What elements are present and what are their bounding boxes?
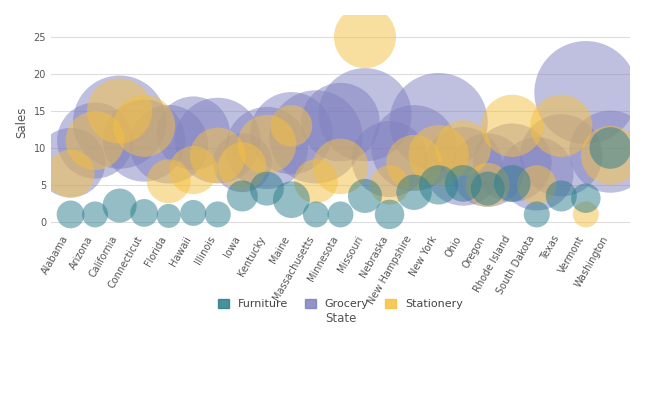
Grocery [335, 119, 346, 125]
Stationery [114, 108, 124, 114]
Stationery [605, 152, 615, 158]
X-axis label: State: State [325, 312, 356, 325]
Grocery [580, 89, 591, 96]
Grocery [458, 163, 468, 170]
Stationery [482, 182, 493, 188]
Grocery [114, 119, 124, 125]
Furniture [409, 189, 419, 196]
Stationery [580, 211, 591, 218]
Grocery [605, 148, 615, 155]
Grocery [164, 141, 174, 148]
Grocery [188, 130, 199, 136]
Legend: Furniture, Grocery, Stationery: Furniture, Grocery, Stationery [213, 294, 468, 314]
Stationery [507, 122, 517, 129]
Furniture [188, 210, 199, 216]
Furniture [605, 145, 615, 151]
Stationery [262, 141, 272, 148]
Furniture [507, 180, 517, 187]
Stationery [213, 152, 223, 158]
Grocery [531, 171, 542, 177]
Furniture [237, 193, 248, 199]
Grocery [482, 167, 493, 173]
Furniture [90, 211, 100, 218]
Furniture [531, 211, 542, 218]
Furniture [384, 211, 395, 218]
Furniture [482, 185, 493, 192]
Stationery [556, 122, 566, 129]
Stationery [384, 182, 395, 188]
Stationery [360, 34, 370, 40]
Furniture [65, 211, 75, 218]
Grocery [90, 137, 100, 144]
Grocery [139, 137, 150, 144]
Grocery [507, 160, 517, 166]
Grocery [262, 145, 272, 151]
Furniture [360, 193, 370, 199]
Furniture [335, 211, 346, 218]
Stationery [164, 178, 174, 184]
Furniture [556, 193, 566, 199]
Grocery [409, 145, 419, 151]
Stationery [433, 152, 444, 158]
Grocery [360, 112, 370, 118]
Stationery [458, 145, 468, 151]
Stationery [531, 182, 542, 188]
Furniture [139, 210, 150, 216]
Grocery [65, 160, 75, 166]
Grocery [237, 160, 248, 166]
Furniture [311, 211, 321, 218]
Stationery [335, 163, 346, 170]
Furniture [286, 196, 297, 203]
Grocery [286, 130, 297, 136]
Stationery [286, 122, 297, 129]
Furniture [262, 185, 272, 192]
Stationery [311, 178, 321, 184]
Grocery [311, 134, 321, 140]
Grocery [384, 156, 395, 162]
Furniture [213, 211, 223, 218]
Stationery [139, 122, 150, 129]
Furniture [433, 182, 444, 188]
Stationery [90, 137, 100, 144]
Grocery [213, 137, 223, 144]
Furniture [164, 213, 174, 219]
Stationery [65, 171, 75, 177]
Y-axis label: Sales: Sales [15, 106, 28, 138]
Furniture [580, 195, 591, 201]
Stationery [409, 160, 419, 166]
Stationery [237, 163, 248, 170]
Stationery [188, 167, 199, 173]
Furniture [114, 202, 124, 209]
Grocery [433, 119, 444, 125]
Furniture [458, 180, 468, 187]
Grocery [556, 152, 566, 158]
